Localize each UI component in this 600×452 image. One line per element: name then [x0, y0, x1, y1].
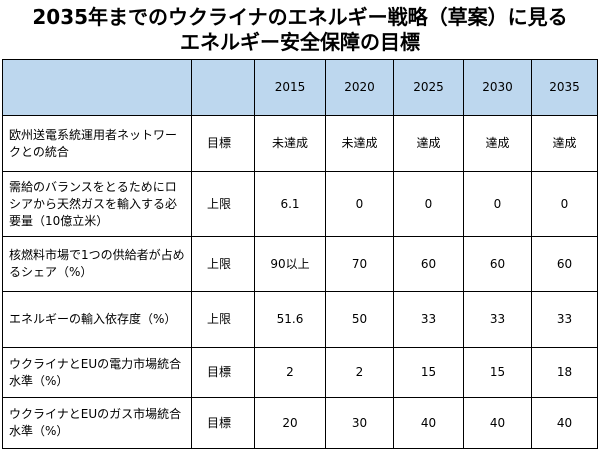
value-cell: 70 [325, 236, 394, 292]
indicator-label: 需給のバランスをとるためにロシアから天然ガスを輸入する必要量（10億立米） [2, 171, 192, 237]
indicator-type: 目標 [191, 397, 255, 449]
value-cell: 2 [254, 347, 326, 398]
value-cell: 90以上 [254, 236, 326, 292]
value-cell: 30 [325, 397, 394, 449]
table-row: 欧州送電系統運用者ネットワークとの統合 目標 未達成 未達成 達成 達成 達成 [2, 115, 598, 172]
indicator-label: ウクライナとEUのガス市場統合水準（%） [2, 397, 192, 449]
value-cell: 達成 [393, 115, 464, 172]
value-cell: 0 [393, 171, 464, 237]
value-cell: 60 [531, 236, 598, 292]
value-cell: 未達成 [325, 115, 394, 172]
indicator-type: 上限 [191, 236, 255, 292]
indicator-label: 核燃料市場で1つの供給者が占めるシェア（%） [2, 236, 192, 292]
value-cell: 40 [393, 397, 464, 449]
value-cell: 60 [393, 236, 464, 292]
value-cell: 0 [531, 171, 598, 237]
page-subtitle: エネルギー安全保障の目標 [180, 30, 420, 54]
value-cell: 40 [531, 397, 598, 449]
year-header: 2030 [463, 59, 532, 116]
page-title: 2035年までのウクライナのエネルギー戦略（草案）に見る [32, 5, 568, 29]
value-cell: 6.1 [254, 171, 326, 237]
indicator-type: 目標 [191, 115, 255, 172]
value-cell: 33 [531, 291, 598, 348]
value-cell: 15 [463, 347, 532, 398]
value-cell: 達成 [463, 115, 532, 172]
value-cell: 2 [325, 347, 394, 398]
value-cell: 15 [393, 347, 464, 398]
table-row: 需給のバランスをとるためにロシアから天然ガスを輸入する必要量（10億立米） 上限… [2, 171, 598, 237]
indicator-label: エネルギーの輸入依存度（%） [2, 291, 192, 348]
year-header: 2035 [531, 59, 598, 116]
indicator-label: ウクライナとEUの電力市場統合水準（%） [2, 347, 192, 398]
table-row: エネルギーの輸入依存度（%） 上限 51.6 50 33 33 33 [2, 291, 598, 348]
value-cell: 0 [325, 171, 394, 237]
energy-security-table: 2015 2020 2025 2030 2035 欧州送電系統運用者ネットワーク… [2, 59, 598, 449]
value-cell: 60 [463, 236, 532, 292]
value-cell: 33 [463, 291, 532, 348]
value-cell: 33 [393, 291, 464, 348]
value-cell: 51.6 [254, 291, 326, 348]
table-header-row: 2015 2020 2025 2030 2035 [2, 59, 598, 116]
value-cell: 40 [463, 397, 532, 449]
table-row: ウクライナとEUのガス市場統合水準（%） 目標 20 30 40 40 40 [2, 397, 598, 449]
header-kind-cell [191, 59, 255, 116]
value-cell: 0 [463, 171, 532, 237]
value-cell: 50 [325, 291, 394, 348]
value-cell: 20 [254, 397, 326, 449]
value-cell: 未達成 [254, 115, 326, 172]
value-cell: 18 [531, 347, 598, 398]
indicator-type: 上限 [191, 171, 255, 237]
year-header: 2015 [254, 59, 326, 116]
year-header: 2020 [325, 59, 394, 116]
indicator-type: 上限 [191, 291, 255, 348]
value-cell: 達成 [531, 115, 598, 172]
table-row: 核燃料市場で1つの供給者が占めるシェア（%） 上限 90以上 70 60 60 … [2, 236, 598, 292]
indicator-type: 目標 [191, 347, 255, 398]
header-label-cell [2, 59, 192, 116]
table-row: ウクライナとEUの電力市場統合水準（%） 目標 2 2 15 15 18 [2, 347, 598, 398]
year-header: 2025 [393, 59, 464, 116]
indicator-label: 欧州送電系統運用者ネットワークとの統合 [2, 115, 192, 172]
